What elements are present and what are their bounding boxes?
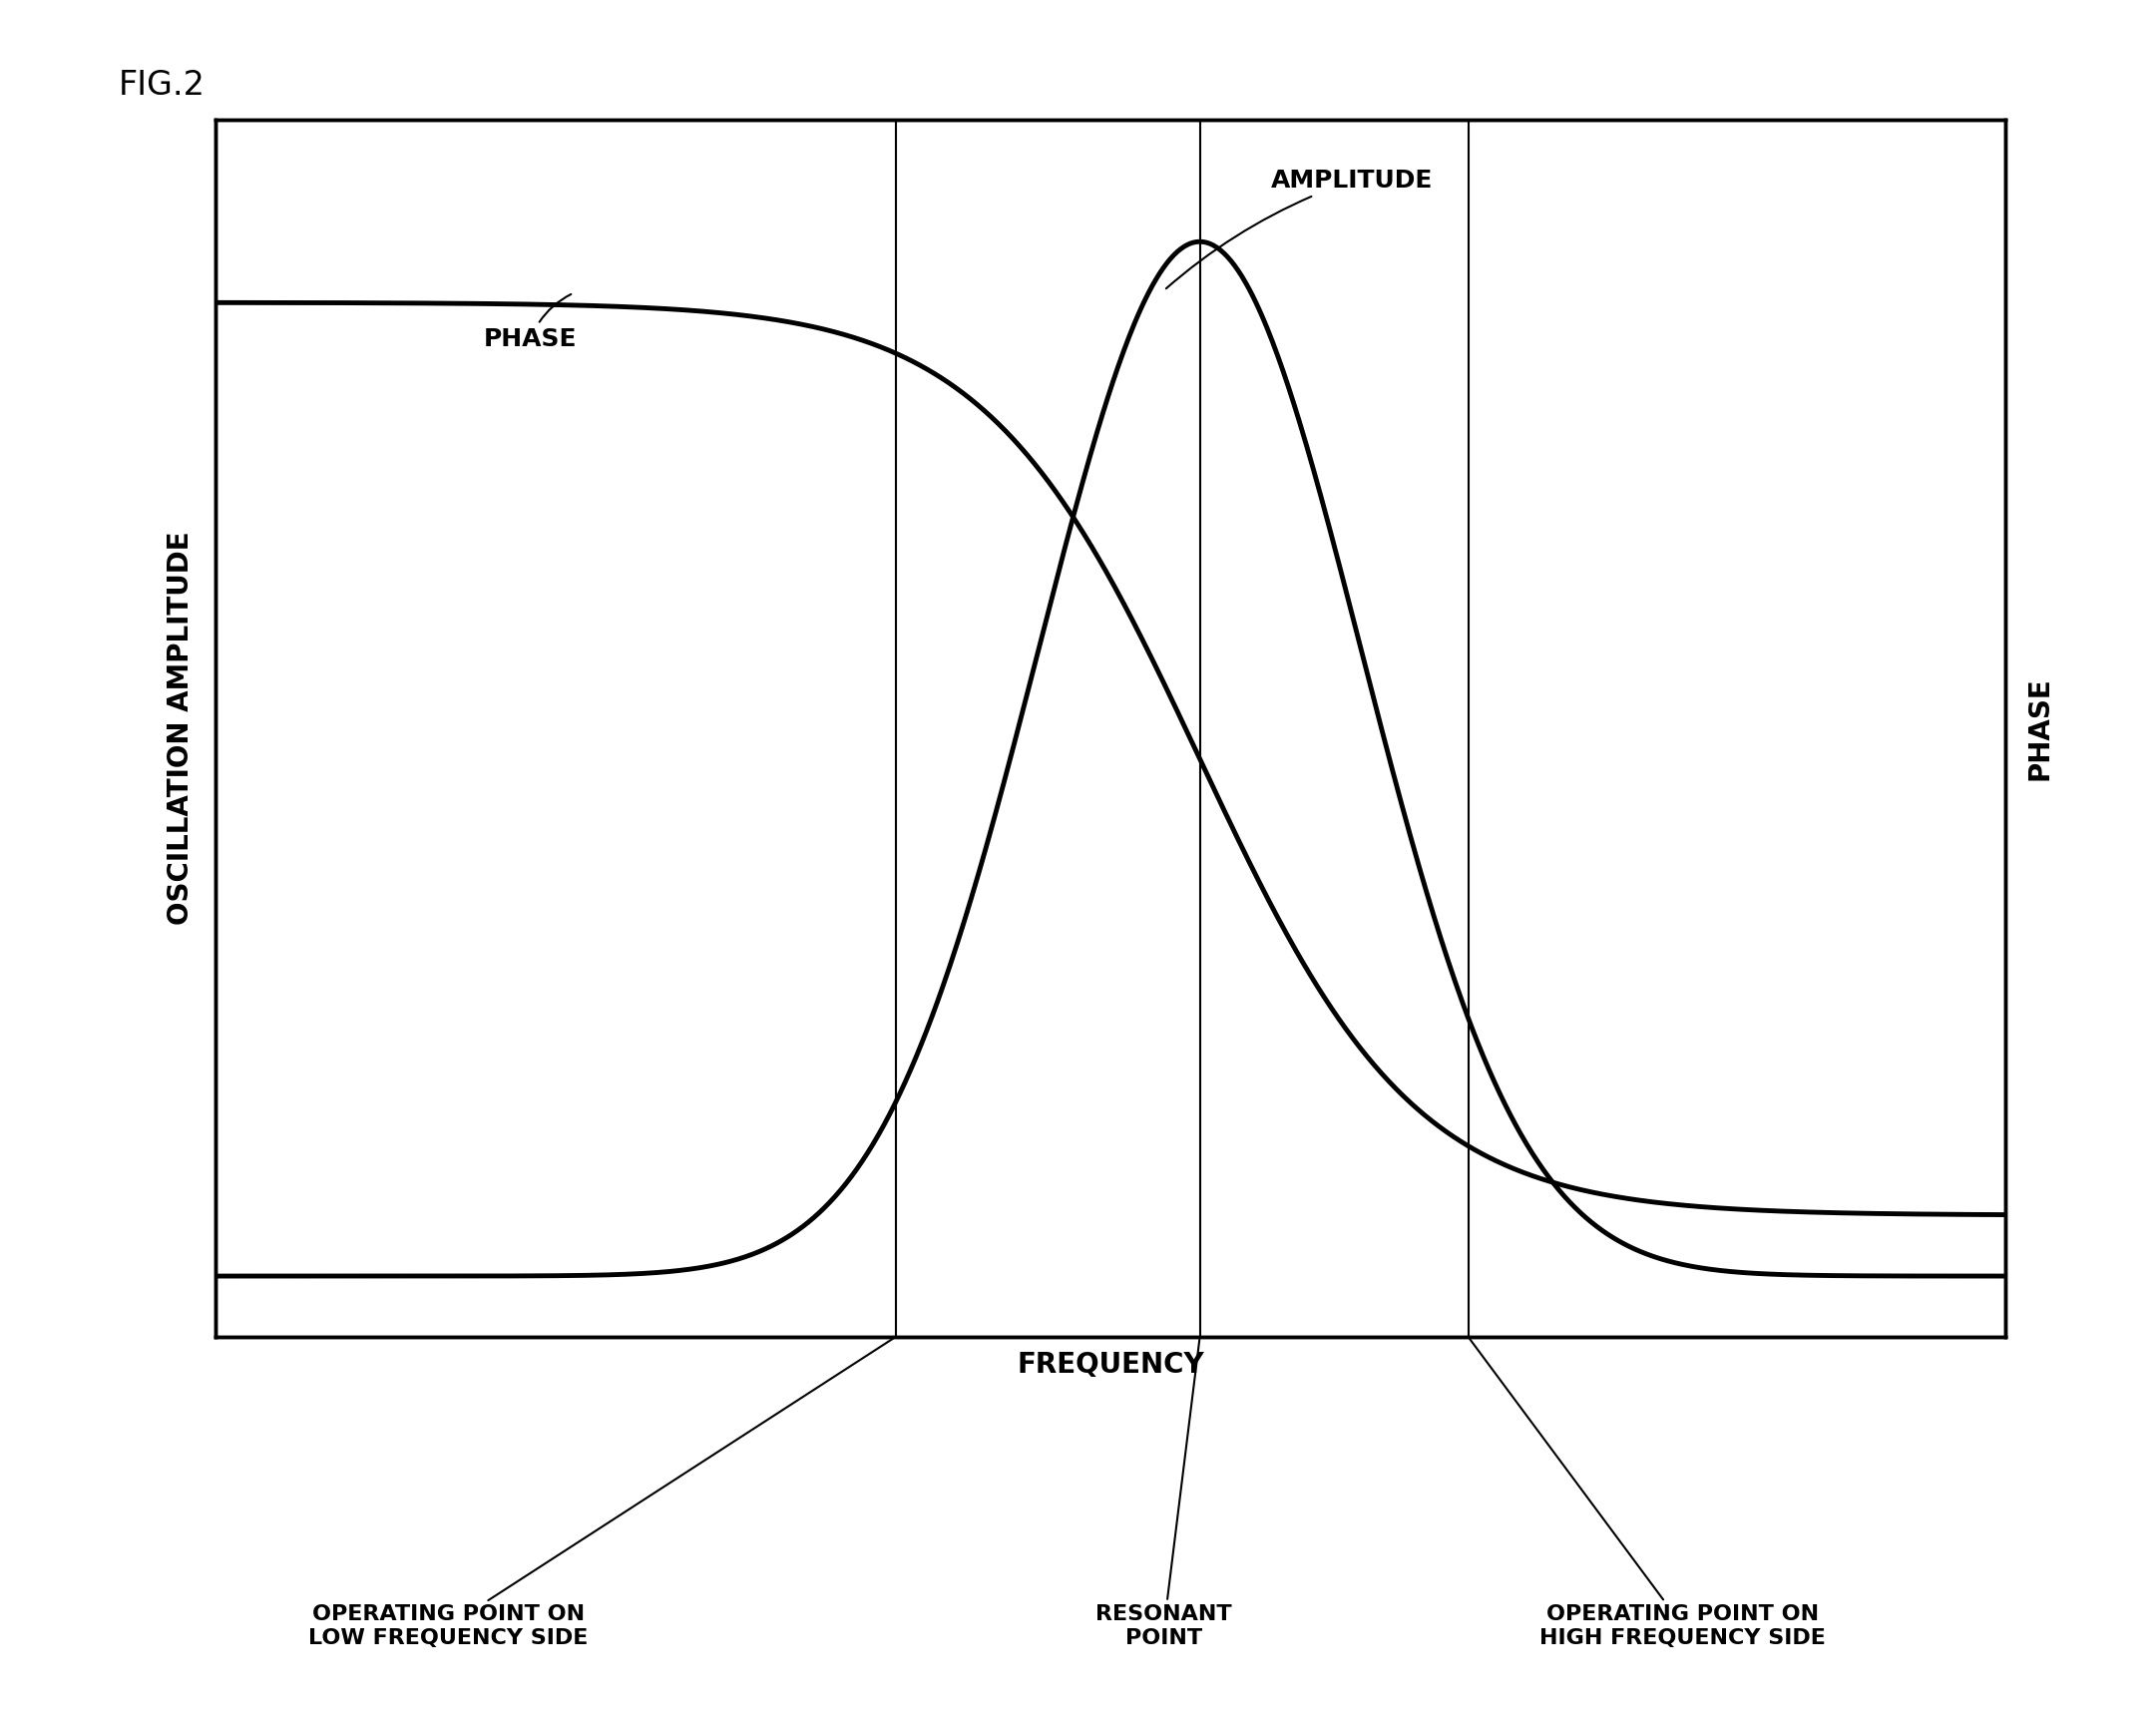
Text: FIG.2: FIG.2: [119, 69, 205, 101]
Text: AMPLITUDE: AMPLITUDE: [1166, 168, 1434, 288]
X-axis label: FREQUENCY: FREQUENCY: [1018, 1351, 1203, 1378]
Text: RESONANT
POINT: RESONANT POINT: [1095, 1340, 1233, 1647]
Text: OPERATING POINT ON
LOW FREQUENCY SIDE: OPERATING POINT ON LOW FREQUENCY SIDE: [308, 1339, 893, 1647]
Text: OPERATING POINT ON
HIGH FREQUENCY SIDE: OPERATING POINT ON HIGH FREQUENCY SIDE: [1470, 1339, 1826, 1647]
Y-axis label: OSCILLATION AMPLITUDE: OSCILLATION AMPLITUDE: [166, 531, 194, 926]
Text: PHASE: PHASE: [485, 295, 578, 351]
Y-axis label: PHASE: PHASE: [2027, 677, 2055, 780]
